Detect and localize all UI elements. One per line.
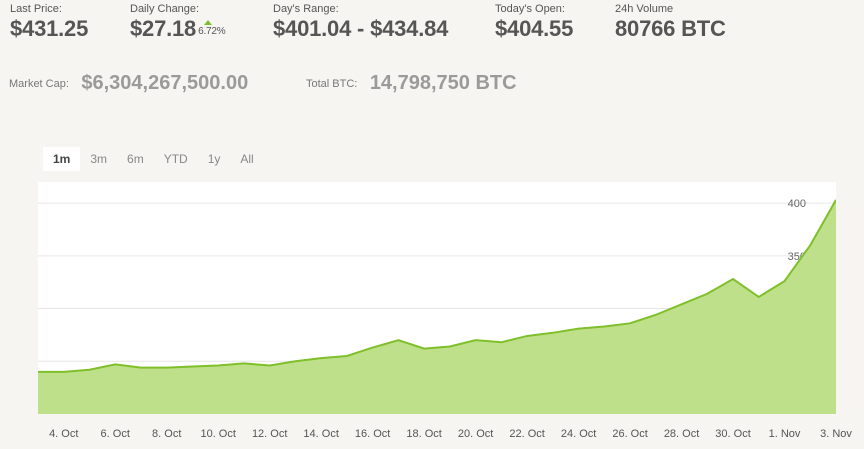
total-btc-label: Total BTC:	[306, 77, 358, 90]
x-tick-label: 30. Oct	[715, 428, 751, 440]
tab-3m[interactable]: 3m	[90, 152, 108, 166]
volume-label: 24h Volume	[615, 3, 674, 15]
daily-change-value: $27.18	[130, 16, 197, 41]
daily-change-stat: Daily Change: $27.18 6.72%	[130, 3, 226, 47]
market-cap-stat: Market Cap: $6,304,267,500.00	[9, 72, 248, 95]
x-tick-label: 4. Oct	[49, 428, 79, 440]
range-selector: 1m 3m 6m YTD 1y All	[43, 147, 264, 171]
last-price-value: $431.25	[10, 16, 89, 41]
x-tick-label: 14. Oct	[303, 428, 339, 440]
market-cap-value: $6,304,267,500.00	[81, 72, 249, 94]
tab-6m[interactable]: 6m	[127, 152, 144, 166]
days-range-stat: Day's Range: $401.04 - $434.84	[273, 3, 448, 42]
days-range-value: $401.04 - $434.84	[273, 16, 449, 41]
tab-ytd[interactable]: YTD	[163, 152, 188, 166]
x-tick-label: 3. Nov	[820, 428, 852, 440]
x-tick-label: 18. Oct	[406, 428, 442, 440]
market-cap-label: Market Cap:	[9, 77, 69, 90]
y-tick-label: 400	[788, 198, 806, 210]
volume-stat: 24h Volume 80766 BTC	[615, 3, 726, 42]
tab-1m[interactable]: 1m	[43, 147, 81, 171]
todays-open-label: Today's Open:	[495, 3, 565, 15]
up-arrow-icon	[204, 20, 212, 25]
total-btc-value: 14,798,750 BTC	[369, 72, 517, 94]
x-tick-label: 10. Oct	[200, 428, 236, 440]
tab-1y[interactable]: 1y	[207, 152, 221, 166]
total-btc-stat: Total BTC: 14,798,750 BTC	[306, 72, 517, 95]
x-axis: 4. Oct 6. Oct 8. Oct 10. Oct 12. Oct 14. Oct 1…	[0, 428, 864, 448]
x-tick-label: 8. Oct	[152, 428, 182, 440]
x-tick-label: 1. Nov	[768, 428, 801, 440]
x-tick-label: 12. Oct	[251, 428, 288, 440]
tab-all[interactable]: All	[240, 152, 254, 166]
todays-open-stat: Today's Open: $404.55	[495, 3, 573, 42]
x-tick-label: 16. Oct	[354, 428, 391, 440]
price-chart[interactable]: 250300350400	[38, 182, 836, 414]
todays-open-value: $404.55	[495, 16, 574, 41]
price-chart-svg: 250300350400	[38, 198, 836, 414]
x-tick-label: 20. Oct	[457, 428, 494, 440]
volume-value: 80766 BTC	[615, 16, 726, 41]
x-tick-label: 22. Oct	[509, 428, 545, 440]
daily-change-percent: 6.72%	[198, 26, 226, 37]
x-tick-label: 26. Oct	[612, 428, 648, 440]
x-tick-label: 24. Oct	[560, 428, 597, 440]
price-line	[38, 199, 836, 373]
x-tick-label: 6. Oct	[100, 428, 130, 440]
daily-change-label: Daily Change:	[130, 3, 200, 15]
x-tick-label: 28. Oct	[663, 428, 700, 440]
price-area	[38, 199, 836, 414]
last-price-label: Last Price:	[10, 3, 62, 15]
last-price-stat: Last Price: $431.25	[10, 3, 88, 42]
days-range-label: Day's Range:	[273, 3, 339, 15]
